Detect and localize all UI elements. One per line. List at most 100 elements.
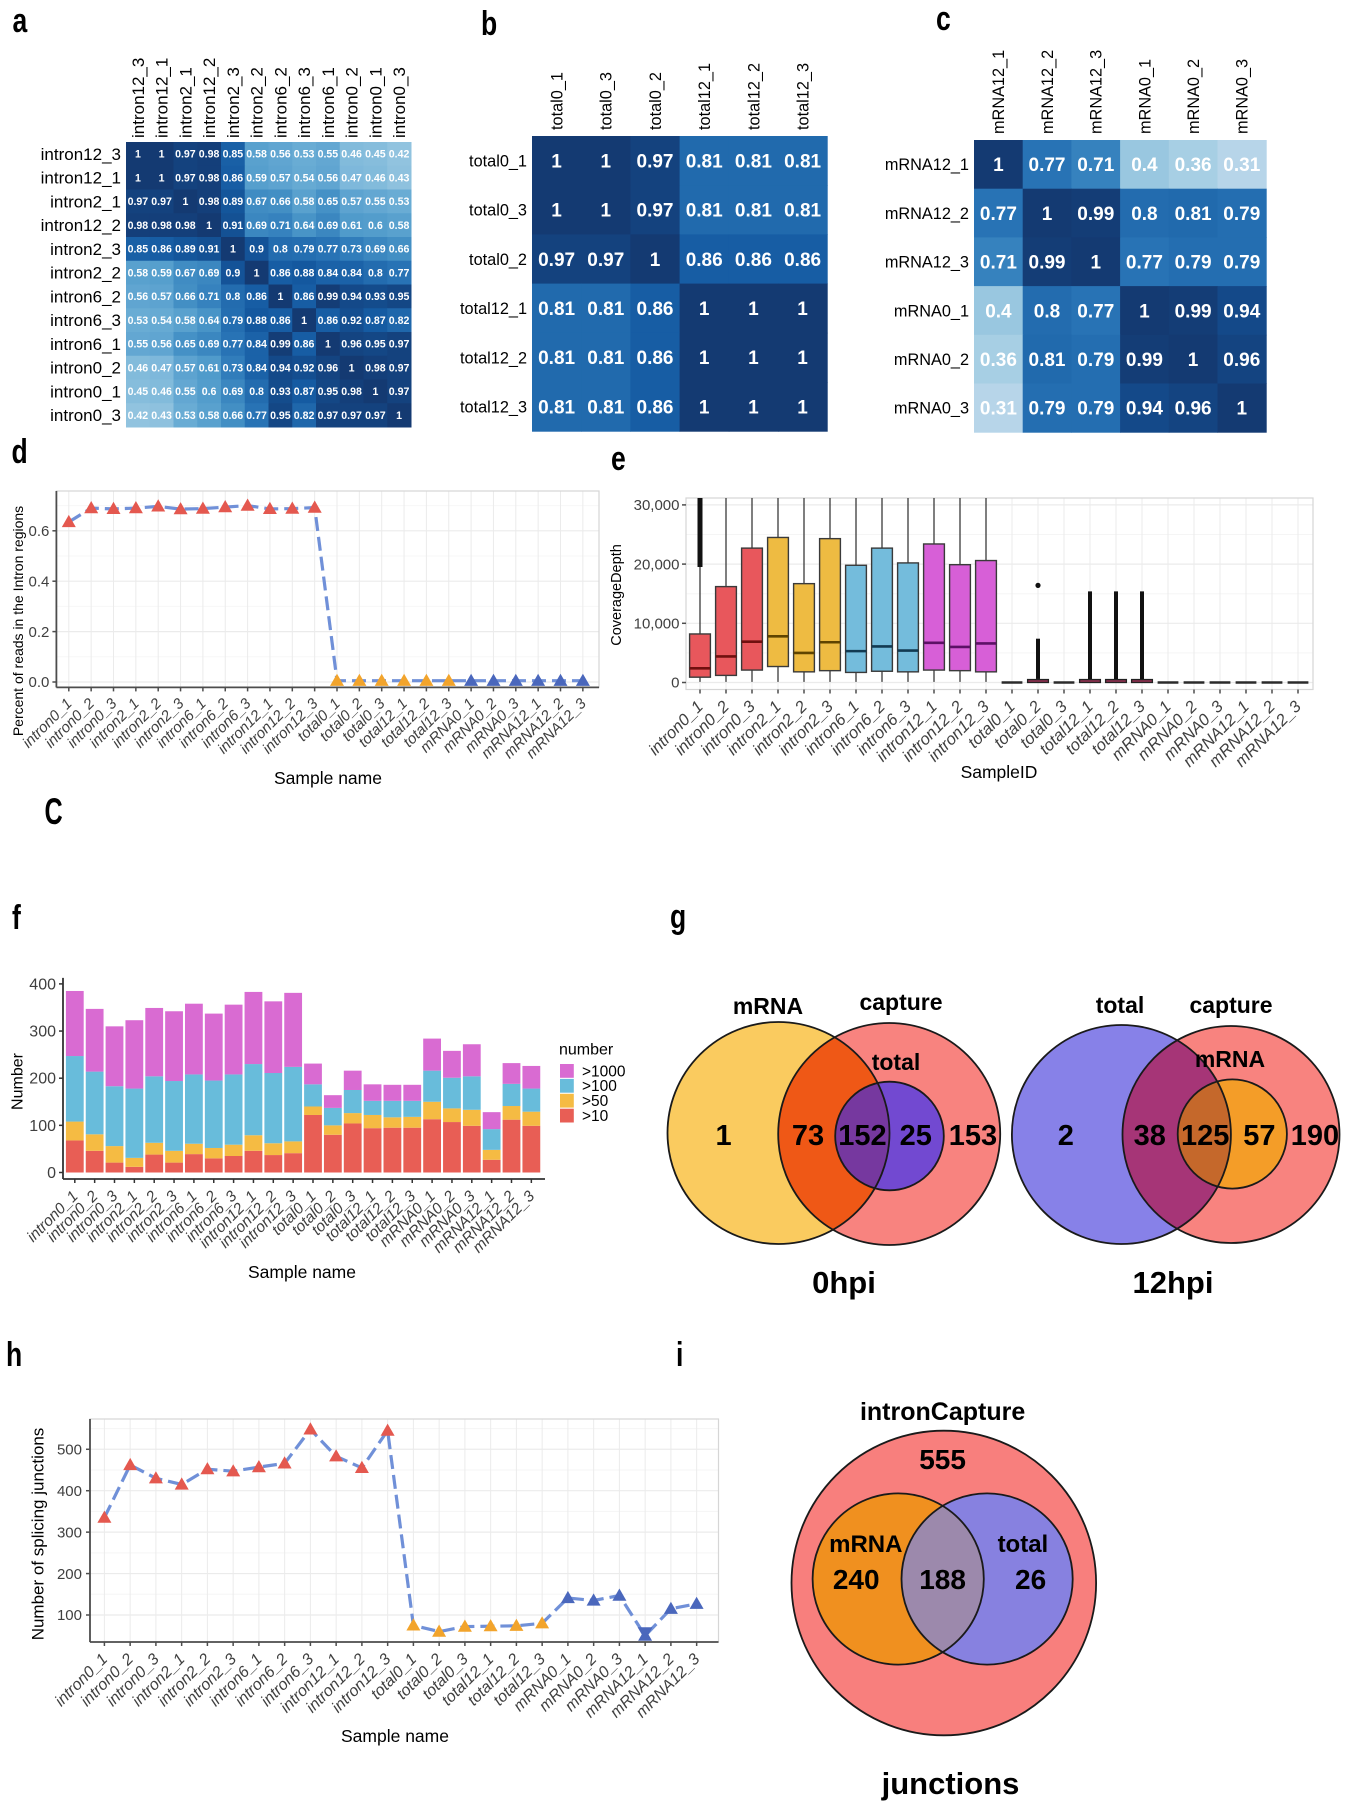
svg-text:0.56: 0.56 [318,172,339,184]
svg-text:0.58: 0.58 [294,196,315,208]
svg-text:0.79: 0.79 [1029,399,1066,420]
svg-text:0.9: 0.9 [226,267,241,279]
svg-text:total12_2: total12_2 [460,349,527,367]
svg-text:0.45: 0.45 [365,149,386,161]
svg-text:0.55: 0.55 [318,149,339,161]
svg-text:0.58: 0.58 [175,315,196,327]
svg-text:0.69: 0.69 [246,220,267,232]
svg-text:Sample name: Sample name [248,1262,356,1282]
svg-text:0.2: 0.2 [29,624,50,641]
svg-text:1: 1 [551,201,562,222]
svg-text:0.97: 0.97 [341,410,362,422]
svg-text:0.81: 0.81 [587,397,624,418]
svg-text:mRNA: mRNA [829,1531,902,1558]
svg-text:0.8: 0.8 [1131,204,1157,225]
svg-text:0.86: 0.86 [637,348,674,369]
svg-text:e: e [611,440,626,478]
svg-text:mRNA0_3: mRNA0_3 [1234,59,1252,134]
svg-text:0.71: 0.71 [980,253,1017,274]
svg-text:a: a [13,2,29,40]
svg-text:0: 0 [671,675,679,692]
svg-text:1: 1 [230,244,236,256]
svg-text:Sample name: Sample name [341,1726,449,1746]
svg-text:0.56: 0.56 [270,149,291,161]
svg-text:0.58: 0.58 [128,267,149,279]
svg-text:0hpi: 0hpi [812,1265,876,1300]
svg-text:total0_2: total0_2 [469,251,527,269]
svg-text:mRNA: mRNA [733,993,803,1019]
svg-text:intron12_3: intron12_3 [129,58,148,138]
svg-text:0.86: 0.86 [784,250,821,271]
svg-text:total0_2: total0_2 [647,72,665,130]
svg-text:152: 152 [838,1120,886,1152]
svg-text:0.79: 0.79 [1175,253,1212,274]
svg-text:0.59: 0.59 [246,172,267,184]
svg-text:0.98: 0.98 [365,362,386,374]
svg-text:0.42: 0.42 [389,149,410,161]
svg-text:0.4: 0.4 [29,573,50,590]
svg-text:12hpi: 12hpi [1133,1265,1214,1300]
svg-text:>10: >10 [582,1108,609,1125]
svg-text:0.91: 0.91 [223,220,244,232]
svg-text:0.81: 0.81 [686,201,723,222]
svg-text:i: i [676,1336,683,1374]
svg-text:mRNA12_2: mRNA12_2 [885,205,969,223]
svg-text:0.31: 0.31 [1223,155,1260,176]
svg-text:0.55: 0.55 [128,339,149,351]
svg-text:0.81: 0.81 [538,299,575,320]
svg-text:0.97: 0.97 [175,149,196,161]
svg-text:1: 1 [206,220,212,232]
svg-text:0.81: 0.81 [587,348,624,369]
svg-text:100: 100 [29,1118,56,1135]
svg-text:0.94: 0.94 [341,291,362,303]
svg-text:1: 1 [396,410,402,422]
svg-text:total12_1: total12_1 [460,300,527,318]
svg-text:1: 1 [301,315,307,327]
svg-text:1: 1 [797,348,808,369]
svg-text:0.65: 0.65 [318,196,339,208]
svg-text:200: 200 [29,1071,56,1088]
svg-text:0.96: 0.96 [341,339,362,351]
svg-text:0.43: 0.43 [151,410,172,422]
svg-text:0.84: 0.84 [341,267,362,279]
svg-text:26: 26 [1015,1564,1046,1595]
svg-text:intron0_3: intron0_3 [50,406,121,425]
svg-text:0.97: 0.97 [637,151,674,172]
svg-text:0.71: 0.71 [270,220,291,232]
svg-text:0.36: 0.36 [1175,155,1212,176]
svg-text:intron0_2: intron0_2 [50,359,121,378]
svg-text:0.8: 0.8 [1034,301,1060,322]
svg-text:0.65: 0.65 [175,339,196,351]
svg-text:0.86: 0.86 [294,291,315,303]
svg-text:mRNA0_1: mRNA0_1 [1136,59,1154,134]
svg-text:0.8: 0.8 [273,244,288,256]
svg-text:190: 190 [1291,1120,1339,1152]
svg-text:intron0_1: intron0_1 [367,67,386,138]
svg-text:38: 38 [1134,1120,1166,1152]
svg-text:10,000: 10,000 [634,616,680,633]
svg-text:0.53: 0.53 [294,149,315,161]
svg-text:0.79: 0.79 [223,315,244,327]
svg-text:total12_2: total12_2 [745,63,763,130]
svg-text:intronCapture: intronCapture [860,1398,1025,1426]
svg-text:0.31: 0.31 [980,399,1017,420]
svg-text:0.97: 0.97 [587,250,624,271]
svg-text:Sample name: Sample name [274,768,382,788]
svg-text:0.94: 0.94 [1223,301,1260,322]
svg-text:0.85: 0.85 [128,244,149,256]
svg-text:0.98: 0.98 [175,220,196,232]
svg-text:0.56: 0.56 [128,291,149,303]
svg-text:1: 1 [699,299,710,320]
svg-text:capture: capture [859,989,942,1015]
svg-text:0.85: 0.85 [223,149,244,161]
svg-text:capture: capture [1189,992,1272,1018]
svg-text:0.95: 0.95 [389,291,410,303]
svg-text:0.61: 0.61 [199,362,220,374]
svg-text:0.73: 0.73 [341,244,362,256]
svg-text:1: 1 [601,151,612,172]
svg-text:0.97: 0.97 [175,172,196,184]
svg-text:mRNA12_1: mRNA12_1 [990,50,1008,134]
svg-text:0.84: 0.84 [318,267,339,279]
svg-text:total: total [1096,992,1145,1018]
svg-text:0.47: 0.47 [341,172,362,184]
